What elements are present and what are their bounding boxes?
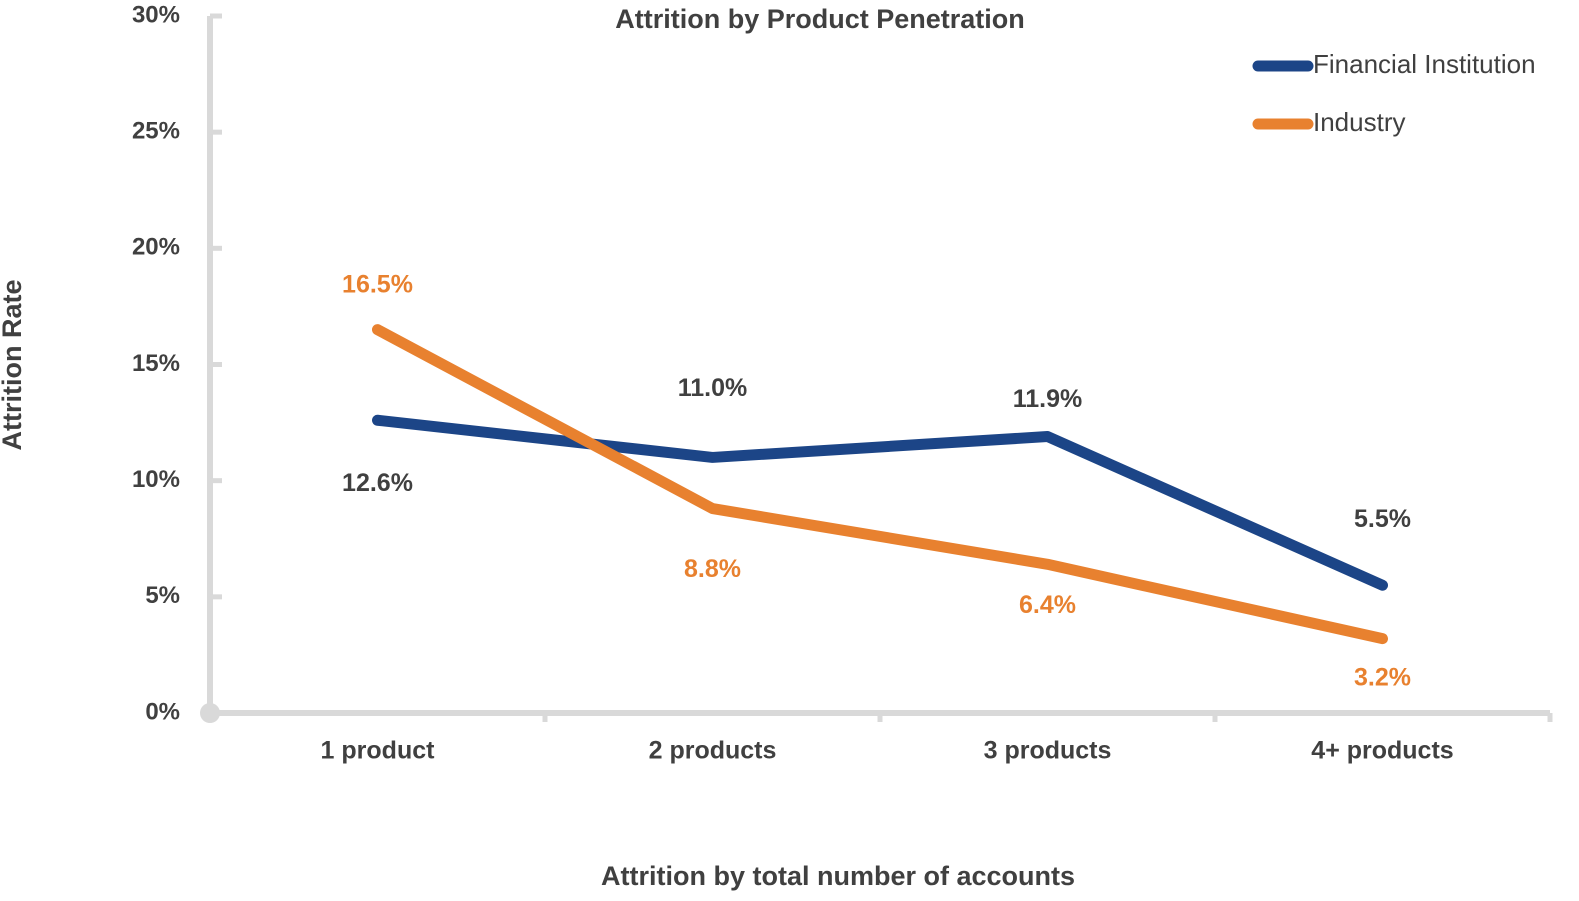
y-tick-label: 25%	[132, 118, 180, 145]
data-label: 3.2%	[1354, 663, 1411, 691]
y-tick-label: 10%	[132, 466, 180, 493]
y-tick-label: 5%	[145, 582, 180, 609]
y-tick-label: 15%	[132, 350, 180, 377]
y-tick-label: 0%	[145, 698, 180, 725]
data-label: 16.5%	[342, 270, 413, 298]
legend-label: Financial Institution	[1313, 49, 1536, 79]
y-axis-title: Attrition Rate	[0, 280, 27, 451]
x-tick-label: 3 products	[984, 737, 1112, 765]
legend-label: Industry	[1313, 107, 1406, 137]
data-label: 12.6%	[342, 469, 413, 497]
x-tick-label: 4+ products	[1311, 737, 1453, 765]
x-tick-label: 2 products	[649, 737, 777, 765]
line	[372, 324, 1388, 645]
data-label: 5.5%	[1354, 505, 1411, 533]
y-tick-label: 20%	[132, 234, 180, 261]
data-label: 8.8%	[684, 555, 741, 583]
line	[372, 414, 1388, 591]
x-tick-label: 1 product	[321, 737, 436, 765]
x-axis-title: Attrition by total number of accounts	[601, 861, 1075, 891]
data-label: 11.9%	[1013, 385, 1083, 413]
data-label: 11.0%	[678, 374, 748, 402]
data-label: 6.4%	[1019, 591, 1076, 619]
chart-title: Attrition by Product Penetration	[615, 4, 1025, 34]
y-tick-label: 30%	[132, 1, 180, 28]
